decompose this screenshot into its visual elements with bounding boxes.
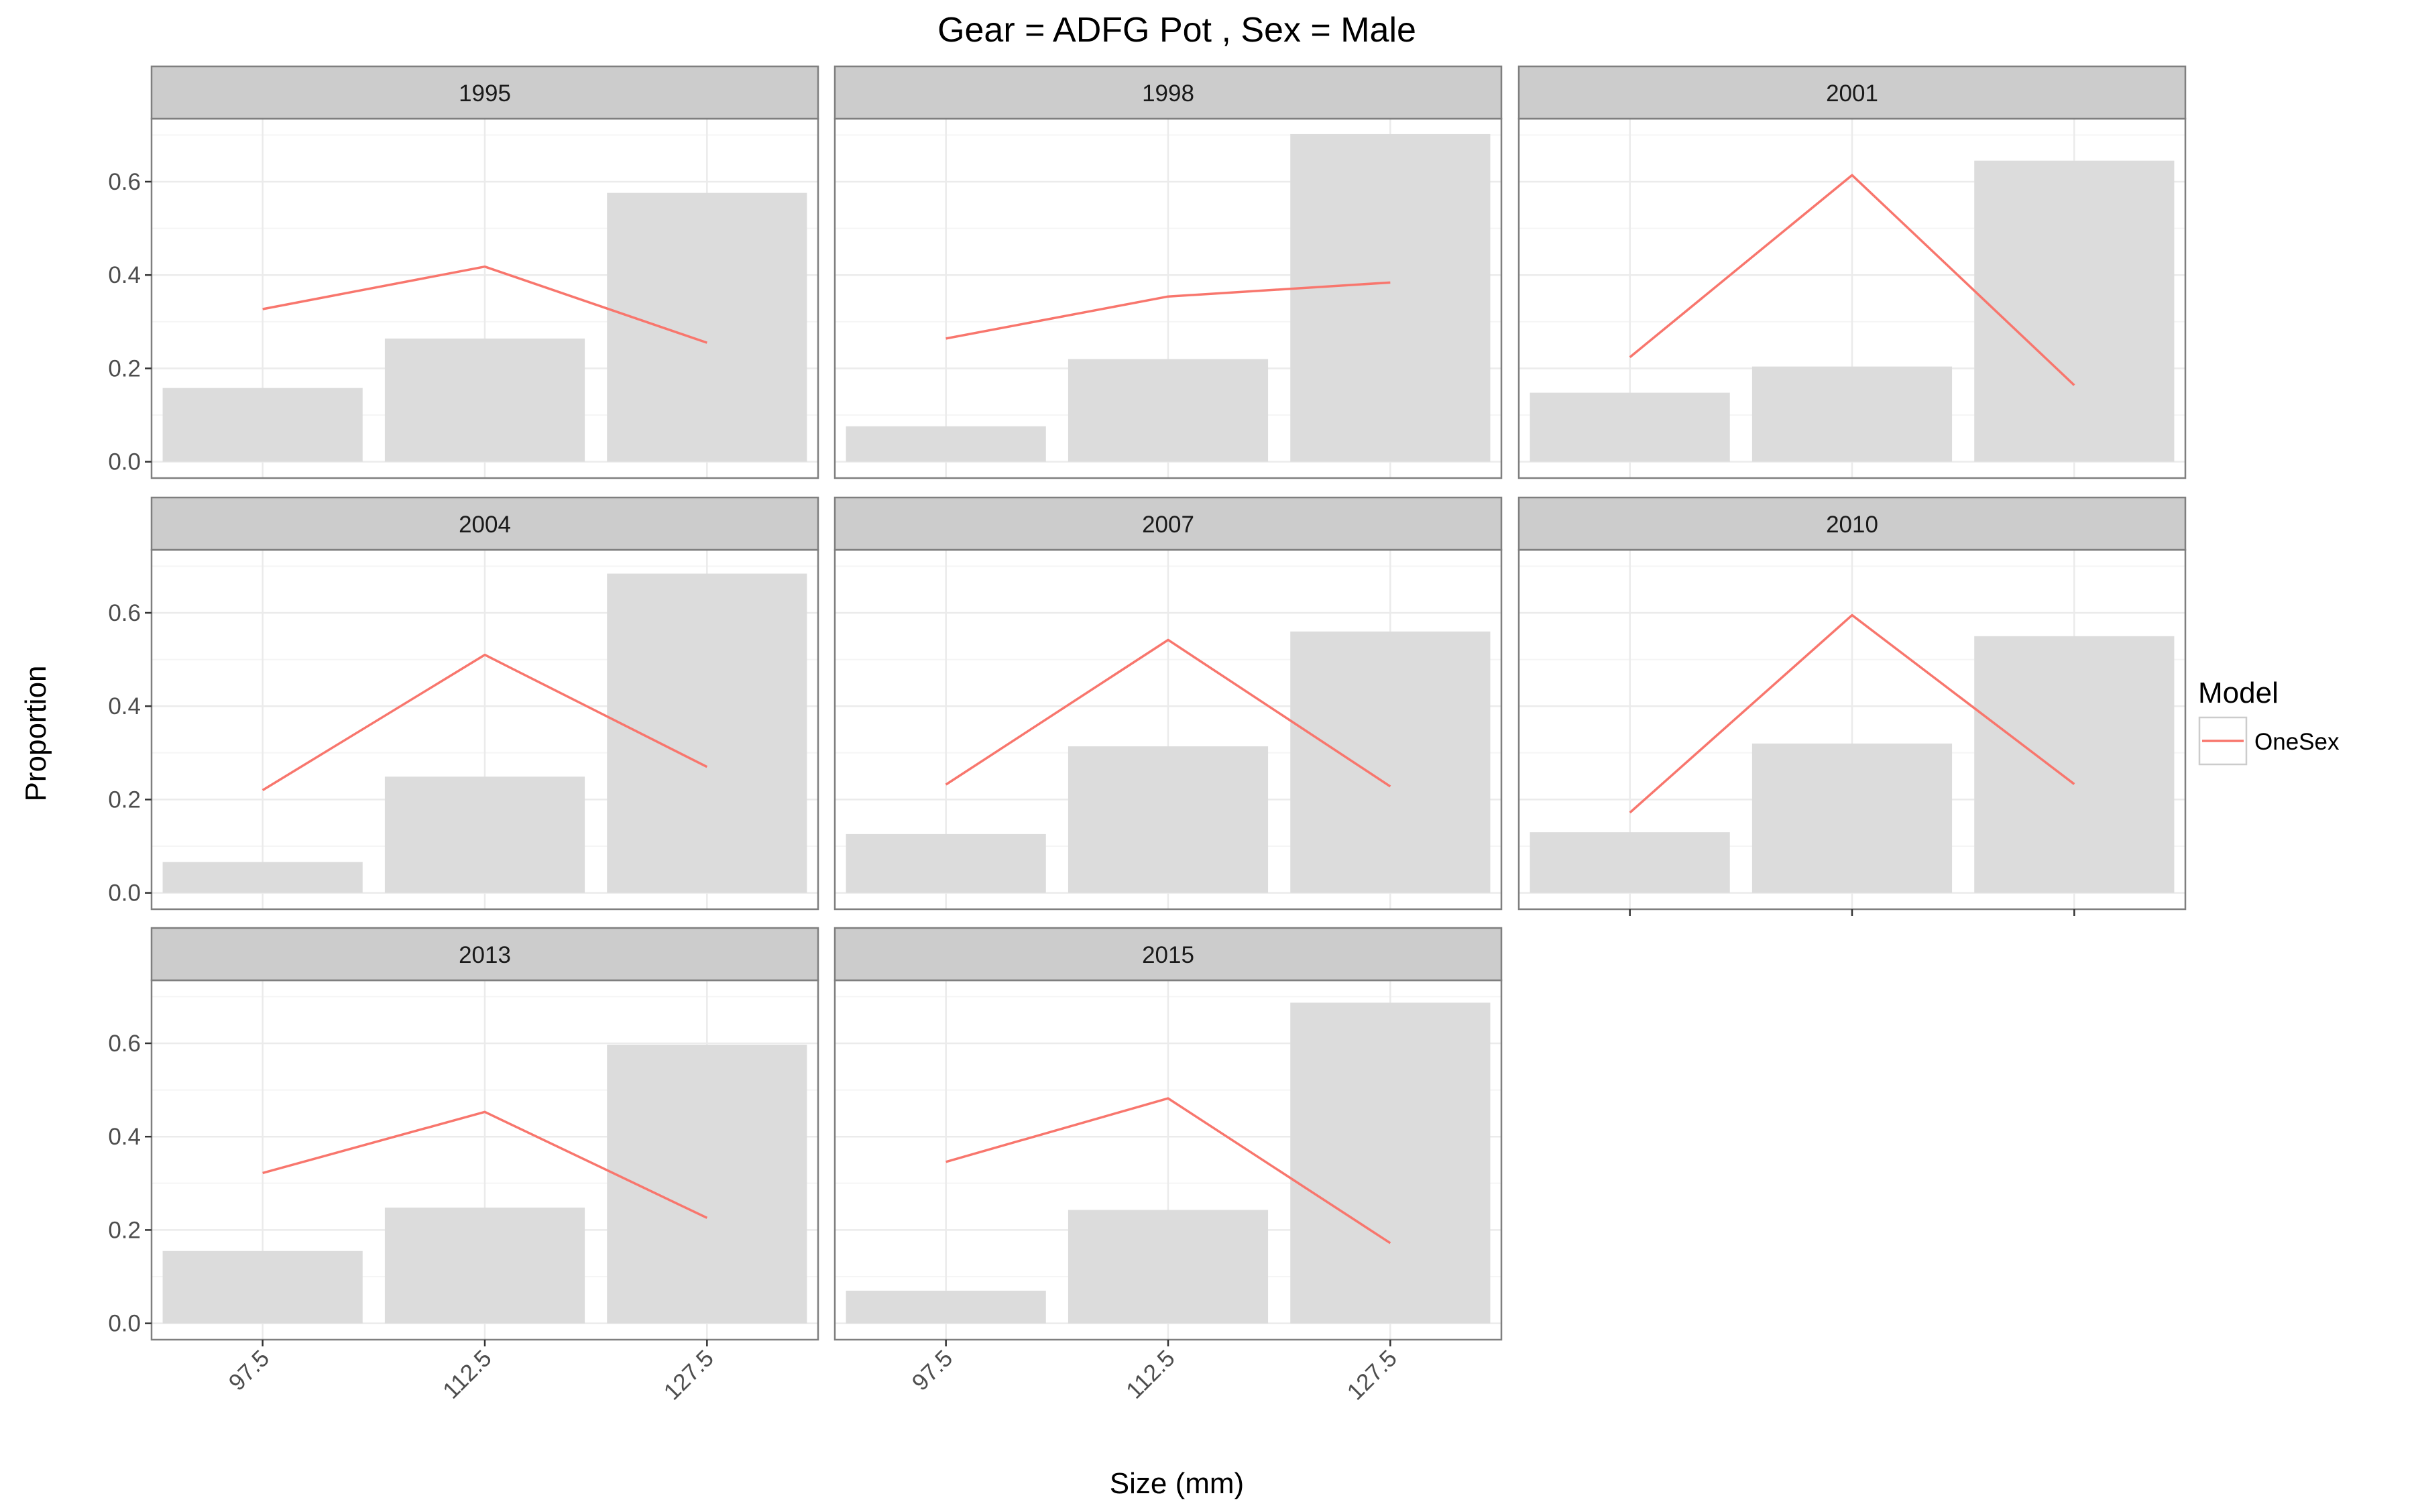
bar-2004-112.5	[385, 776, 585, 892]
bar-1995-97.5	[163, 388, 363, 462]
y-axis-title: Proportion	[19, 665, 52, 801]
facet-strip-label: 2007	[1142, 512, 1194, 538]
bar-2010-112.5	[1752, 744, 1952, 893]
facet-strip-label: 2015	[1142, 942, 1194, 968]
bar-1998-112.5	[1068, 359, 1268, 461]
y-tick-label: 0.2	[108, 355, 141, 382]
y-tick-label: 0.4	[108, 1124, 141, 1150]
chart-title: Gear = ADFG Pot , Sex = Male	[937, 11, 1416, 50]
x-tick-label: 127.5	[1342, 1345, 1402, 1405]
y-tick-label: 0.0	[108, 449, 141, 475]
facet-panels: 1995 0.0 0.2 0.4 0.6 1998 2001 2004 0.0 0.2 0.4 0.6…	[108, 66, 2185, 1405]
facet-strip-label: 2004	[459, 512, 511, 538]
bar-2015-97.5	[846, 1291, 1046, 1324]
facet-panel-2004: 2004 0.0 0.2 0.4 0.6	[108, 498, 818, 909]
bar-2010-97.5	[1530, 832, 1730, 892]
facet-strip-label: 2013	[459, 942, 511, 968]
facet-strip-label: 1995	[459, 80, 511, 107]
bar-2004-97.5	[163, 862, 363, 893]
y-tick-label: 0.6	[108, 600, 141, 626]
facet-strip-label: 1998	[1142, 80, 1194, 107]
y-tick-label: 0.2	[108, 787, 141, 813]
legend: Model OneSex	[2198, 677, 2340, 764]
x-tick-label: 127.5	[658, 1345, 719, 1405]
facet-panel-2010: 2010	[1519, 498, 2185, 916]
x-axis-title: Size (mm)	[1110, 1467, 1244, 1500]
x-tick-label: 112.5	[1121, 1345, 1180, 1404]
bar-2015-112.5	[1068, 1210, 1268, 1323]
x-tick-label: 97.5	[907, 1345, 958, 1396]
bar-2013-112.5	[385, 1208, 585, 1324]
y-tick-label: 0.4	[108, 693, 141, 719]
bar-1998-97.5	[846, 426, 1046, 462]
facet-panel-1995: 1995 0.0 0.2 0.4 0.6	[108, 66, 818, 478]
y-tick-label: 0.6	[108, 169, 141, 195]
facet-panel-2007: 2007	[835, 498, 1501, 909]
legend-title: Model	[2198, 677, 2279, 709]
bar-2007-112.5	[1068, 746, 1268, 893]
bar-2001-112.5	[1752, 367, 1952, 462]
bar-1998-127.5	[1290, 134, 1490, 462]
bar-2001-97.5	[1530, 393, 1730, 462]
bar-2010-127.5	[1974, 636, 2174, 893]
facet-strip-label: 2001	[1826, 80, 1878, 107]
bar-2004-127.5	[607, 574, 807, 893]
x-tick-label: 112.5	[438, 1345, 497, 1404]
facet-strip-label: 2010	[1826, 512, 1878, 538]
facet-panel-2015: 2015 97.5 112.5 127.5	[835, 928, 1501, 1405]
bar-2007-127.5	[1290, 632, 1490, 893]
bar-2007-97.5	[846, 834, 1046, 893]
legend-entry-label: OneSex	[2254, 729, 2340, 755]
bar-1995-127.5	[607, 193, 807, 462]
bar-2013-97.5	[163, 1251, 363, 1324]
y-tick-label: 0.6	[108, 1031, 141, 1057]
facet-panel-2001: 2001	[1519, 66, 2185, 478]
y-tick-label: 0.4	[108, 262, 141, 288]
bar-2001-127.5	[1974, 161, 2174, 462]
bar-1995-112.5	[385, 339, 585, 462]
y-tick-label: 0.2	[108, 1217, 141, 1243]
y-tick-label: 0.0	[108, 880, 141, 907]
y-tick-label: 0.0	[108, 1311, 141, 1337]
bar-2015-127.5	[1290, 1002, 1490, 1323]
facet-panel-2013: 2013 0.0 0.2 0.4 0.6 97.5 112.5 127.5	[108, 928, 818, 1405]
x-tick-label: 97.5	[224, 1345, 275, 1396]
facet-panel-1998: 1998	[835, 66, 1501, 478]
